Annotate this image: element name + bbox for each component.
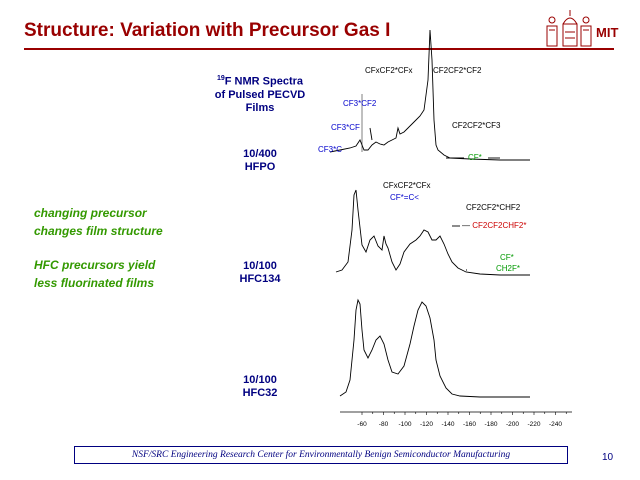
x-axis-tick-label: -240 [549,421,562,428]
peak-label-cf2cf2chf2-red: — CF2CF2CHF2* [462,221,527,230]
nmr-label-line3: Films [245,101,275,114]
spectrum-hfc134 [335,189,530,276]
peak-label-cf3cf: CF3*CF [331,123,360,132]
x-axis-tick-label: -220 [527,421,540,428]
x-axis-tick-label: -80 [379,421,389,428]
x-axis-tick-label: -120 [420,421,433,428]
note-structure: changing precursor changes film structur… [34,204,163,240]
x-axis-tick-label: -100 [398,421,411,428]
peak-label-cf-hfpo: CF* [468,153,482,162]
title-underline [24,48,614,50]
peak-label-cf-hfc134: CF* [500,253,514,262]
nmr-spectra-label: 19F NMR Spectra of Pulsed PECVD Films [205,72,315,115]
footer-organization: NSF/SRC Engineering Research Center for … [74,446,568,464]
sample-name: HFPO [244,161,276,173]
peak-label-cf2cf2cf2: CF2CF2*CF2 [433,66,482,75]
isotope-superscript: 19 [216,75,225,82]
sample-label-hfc134: 10/100 HFC134 [220,260,300,286]
note-line: less fluorinated films [34,276,155,290]
x-axis-tick-label: -140 [441,421,454,428]
x-axis-ticks [361,412,567,415]
x-axis-tick-label: -200 [506,421,519,428]
sample-label-hfpo: 10/400 HFPO [220,148,300,174]
peak-label-cf2cf2chf2: CF2CF2*CHF2 [466,203,521,212]
peak-label-cf-double-bond: CF*=C< [390,193,419,202]
nmr-label-line1: F NMR Spectra [224,75,304,88]
note-line: changing precursor [34,206,147,220]
mit-logo-text: MIT [596,25,619,40]
x-axis-tick-label: -180 [484,421,497,428]
note-fluorination: HFC precursors yield less fluorinated fi… [34,256,155,292]
sample-ratio: 10/100 [243,260,277,272]
peak-label-cfxcf2cfx-hfc134: CFxCF2*CFx [383,181,431,190]
note-line: changes film structure [34,224,163,238]
nmr-label-line2: of Pulsed PECVD [214,88,306,101]
peak-label-cf2cf2cf3: CF2CF2*CF3 [452,121,501,130]
sample-name: HFC134 [239,273,281,285]
peak-label-cfxcf2cfx-hfpo: CFxCF2*CFx [365,66,413,75]
mit-dome-logo-icon [546,10,592,47]
sample-ratio: 10/100 [243,374,277,386]
slide-title: Structure: Variation with Precursor Gas … [24,20,391,41]
x-axis-tick-labels: -60 -80 -100 -120 -140 -160 -180 -200 -220 -240 [357,421,562,428]
x-axis-tick-label: -160 [463,421,476,428]
note-line: HFC precursors yield [34,258,156,272]
page-number: 10 [602,452,614,463]
peak-label-cf3c: CF3*C [318,145,343,154]
peak-label-ch2f: CH2F* [496,264,521,273]
spectrum-hfpo [329,29,530,161]
peak-label-text: CF2CF2CHF2* [472,221,527,230]
x-axis-tick-label: -60 [357,421,367,428]
peak-label-cf3cf2: CF3*CF2 [343,99,377,108]
sample-ratio: 10/400 [243,148,277,160]
sample-label-hfc32: 10/100 HFC32 [220,374,300,400]
spectrum-hfc32 [339,298,530,398]
sample-name: HFC32 [242,387,278,399]
